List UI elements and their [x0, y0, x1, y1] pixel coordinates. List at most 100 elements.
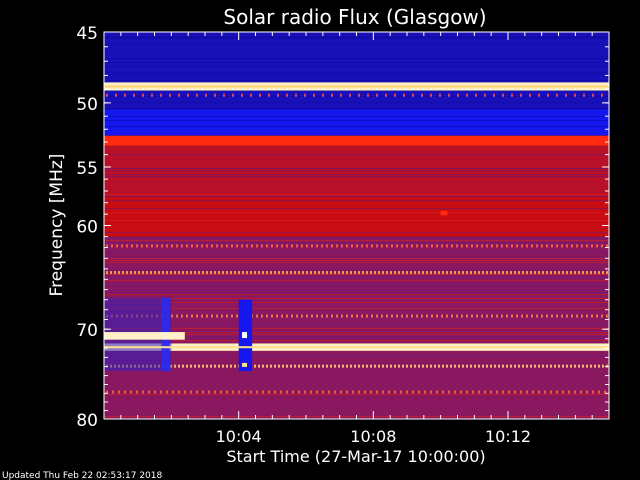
dot-row-1-321	[321, 244, 323, 248]
dot-row-4-418	[418, 364, 420, 368]
dot-row-0-511	[511, 93, 513, 97]
dot-row-1-591	[591, 244, 593, 248]
dot-row-1-431	[431, 244, 433, 248]
stripe-120	[104, 120, 609, 121]
dot-row-4-458	[458, 364, 460, 368]
dot-row-0-574	[574, 93, 576, 97]
dot-row-2-246	[246, 271, 248, 275]
dot-row-3-541	[541, 314, 543, 318]
dot-row-4-334	[334, 364, 336, 368]
dot-row-4-282	[282, 364, 284, 368]
stripe-196	[104, 196, 609, 197]
dot-row-2-194	[194, 271, 196, 275]
dot-row-1-486	[486, 244, 488, 248]
dot-row-2-262	[262, 271, 264, 275]
dot-row-4-402	[402, 364, 404, 368]
dot-row-2-350	[350, 271, 352, 275]
dot-row-1-596	[596, 244, 598, 248]
dot-row-5-520	[520, 390, 522, 394]
dot-row-3-536	[536, 314, 538, 318]
dot-row-2-438	[438, 271, 440, 275]
dot-row-3-176	[176, 314, 178, 318]
dot-row-4-486	[486, 364, 488, 368]
dot-row-2-398	[398, 271, 400, 275]
dot-row-4-394	[394, 364, 396, 368]
stripe-170	[104, 170, 609, 171]
dot-row-1-196	[196, 244, 198, 248]
y-axis-label: Frequency [MHz]	[47, 154, 67, 297]
stripe-126	[104, 126, 609, 127]
dot-row-5-130	[130, 390, 132, 394]
dot-row-3-291	[291, 314, 293, 318]
dot-row-0-151	[151, 93, 153, 97]
dot-row-2-594	[594, 271, 596, 275]
dot-row-1-141	[141, 244, 143, 248]
stripe-62	[104, 62, 609, 63]
dot-row-0-358	[358, 93, 360, 97]
dot-row-2-274	[274, 271, 276, 275]
dot-row-4-430	[430, 364, 432, 368]
dot-row-5-292	[292, 390, 294, 394]
dot-row-5-364	[364, 390, 366, 394]
dot-row-1-336	[336, 244, 338, 248]
dot-row-4-214	[214, 364, 216, 368]
stripe-108	[104, 108, 609, 109]
dot-row-2-182	[182, 271, 184, 275]
stripe-240	[104, 240, 609, 241]
dot-row-4-294	[294, 364, 296, 368]
dot-row-3-566	[566, 314, 568, 318]
dot-row-5-466	[466, 390, 468, 394]
dot-row-4-346	[346, 364, 348, 368]
y-tick-label-1: 50	[76, 95, 98, 115]
y-tick-label-5: 80	[76, 411, 98, 431]
dot-row-1-281	[281, 244, 283, 248]
dot-row-3-301	[301, 314, 303, 318]
dot-row-2-522	[522, 271, 524, 275]
stripe-176	[104, 176, 609, 177]
stripe-238	[104, 238, 609, 239]
dot-row-4-474	[474, 364, 476, 368]
dot-row-3-501	[501, 314, 503, 318]
dot-row-4-594	[594, 364, 596, 368]
dot-row-1-406	[406, 244, 408, 248]
dot-row-5-244	[244, 390, 246, 394]
dot-row-2-330	[330, 271, 332, 275]
dot-row-4-338	[338, 364, 340, 368]
dot-row-3-266	[266, 314, 268, 318]
dot-row-0-259	[259, 93, 261, 97]
dot-row-5-268	[268, 390, 270, 394]
dot-row-0-556	[556, 93, 558, 97]
stripe-74	[104, 74, 609, 75]
dot-row-2-126	[126, 271, 128, 275]
dot-row-3-316	[316, 314, 318, 318]
dot-row-5-340	[340, 390, 342, 394]
dot-row-4-546	[546, 364, 548, 368]
dot-row-3-386	[386, 314, 388, 318]
dot-row-3-321	[321, 314, 323, 318]
dot-row-3-446	[446, 314, 448, 318]
dot-row-5-262	[262, 390, 264, 394]
dot-row-4-366	[366, 364, 368, 368]
dot-row-1-501	[501, 244, 503, 248]
dot-row-2-586	[586, 271, 588, 275]
dot-row-2-294	[294, 271, 296, 275]
dot-row-2-450	[450, 271, 452, 275]
dot-row-1-306	[306, 244, 308, 248]
dot-row-1-566	[566, 244, 568, 248]
dot-row-1-221	[221, 244, 223, 248]
dot-row-5-112	[112, 390, 114, 394]
dot-row-4-462	[462, 364, 464, 368]
dot-row-5-412	[412, 390, 414, 394]
dot-row-0-187	[187, 93, 189, 97]
dot-row-3-581	[581, 314, 583, 318]
dot-row-4-410	[410, 364, 412, 368]
dot-row-5-316	[316, 390, 318, 394]
dot-row-2-534	[534, 271, 536, 275]
dot-row-2-210	[210, 271, 212, 275]
dot-row-3-466	[466, 314, 468, 318]
dot-row-4-450	[450, 364, 452, 368]
dot-row-2-546	[546, 271, 548, 275]
dot-row-2-606	[606, 271, 608, 275]
stripe-394	[104, 394, 609, 395]
stripe-324	[104, 324, 609, 325]
